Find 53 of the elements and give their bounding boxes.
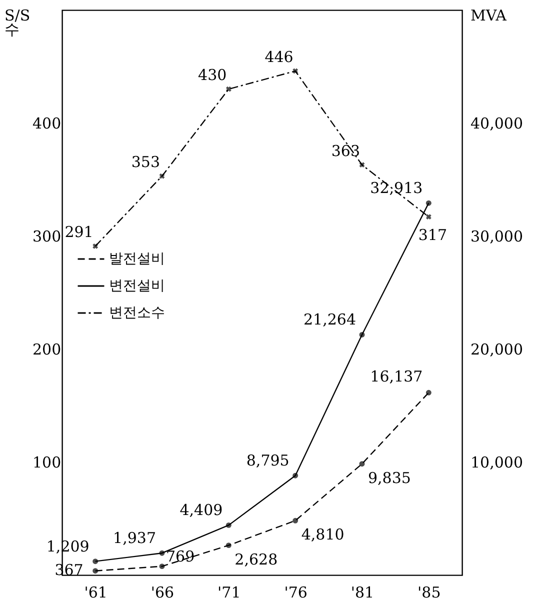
x-tick-label: '76 (284, 584, 308, 602)
y-tick-label: 200 (32, 340, 62, 358)
point (226, 522, 232, 528)
point (159, 564, 165, 570)
point (426, 390, 432, 396)
data-label: 8,795 (246, 452, 290, 470)
data-label: 291 (64, 223, 94, 242)
point (226, 86, 232, 92)
y-tick-label: 300 (32, 228, 62, 246)
y-tick-label: 400 (32, 114, 62, 132)
data-label: 4,810 (301, 526, 344, 544)
x-tick-label: '71 (218, 584, 241, 602)
legend-label: 변전설비 (109, 278, 165, 294)
point (92, 558, 98, 564)
point (426, 214, 432, 220)
point (359, 332, 365, 338)
data-label: 363 (331, 142, 360, 160)
legend-label: 변전소수 (109, 305, 165, 321)
point (159, 550, 165, 556)
x-tick-label: '81 (350, 584, 374, 602)
data-label: 32,913 (370, 179, 423, 198)
point (92, 243, 98, 249)
y2-axis-title: MVA (470, 6, 507, 24)
point (359, 461, 365, 467)
data-label: 1,937 (113, 529, 156, 548)
point (292, 472, 298, 478)
y2-tick-label: 20,000 (470, 340, 523, 358)
data-label: 21,264 (304, 310, 356, 329)
point (159, 173, 165, 179)
data-label: 2,628 (234, 550, 278, 568)
data-label: 446 (264, 48, 294, 66)
data-label: 430 (198, 66, 227, 84)
x-tick-label: '85 (418, 584, 441, 602)
point (292, 518, 298, 524)
point (92, 568, 98, 574)
y-tick-label: 100 (32, 454, 62, 472)
data-label: 353 (131, 153, 160, 172)
y-axis-title: S/S 수 (4, 6, 30, 38)
data-label: 769 (166, 547, 195, 566)
data-label: 4,409 (180, 501, 223, 520)
point (292, 68, 298, 74)
data-label: 9,835 (368, 468, 411, 487)
x-tick-label: '61 (84, 584, 108, 602)
point (359, 162, 365, 168)
y2-tick-label: 40,000 (470, 114, 523, 132)
x-tick-label: '66 (150, 584, 174, 602)
data-label: 16,137 (370, 368, 423, 386)
legend-label: 발전설비 (109, 251, 165, 267)
data-label: 317 (418, 226, 447, 244)
point (226, 542, 232, 548)
point (426, 200, 432, 206)
y2-tick-label: 10,000 (470, 454, 523, 472)
y2-tick-label: 30,000 (470, 228, 523, 246)
